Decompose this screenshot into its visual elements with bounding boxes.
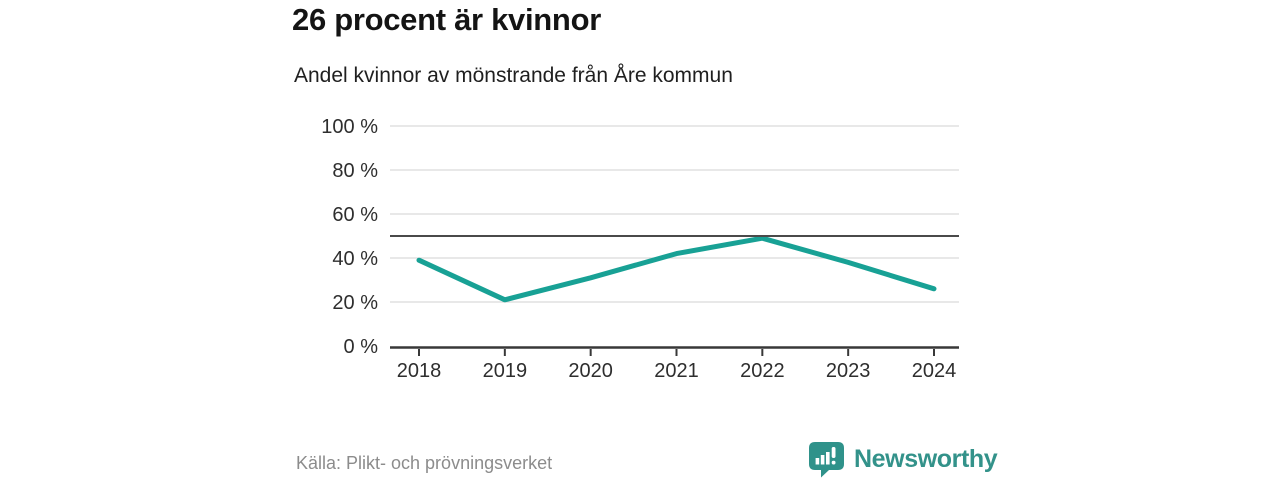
newsworthy-logo: Newsworthy bbox=[808, 441, 998, 478]
source-note: Källa: Plikt- och prövningsverket bbox=[296, 453, 553, 473]
y-axis-tick-label: 0 % bbox=[344, 336, 379, 358]
newsworthy-logo-icon bbox=[809, 442, 844, 478]
y-axis-tick-label: 80 % bbox=[332, 160, 378, 182]
chart-title: 26 procent är kvinnor bbox=[292, 2, 601, 37]
x-axis-tick-label: 2019 bbox=[483, 360, 528, 382]
y-axis-tick-label: 40 % bbox=[332, 248, 378, 270]
x-axis-tick-label: 2021 bbox=[654, 360, 699, 382]
line-chart: 0 % 20 % 40 % 60 % 80 % 100 % 2018 2019 2020 2021… bbox=[321, 116, 959, 382]
x-axis-tick-label: 2024 bbox=[912, 360, 957, 382]
y-axis-tick-label: 100 % bbox=[321, 116, 378, 138]
chart-subtitle: Andel kvinnor av mönstrande från Åre kom… bbox=[294, 64, 733, 87]
x-axis-tick-label: 2018 bbox=[397, 360, 442, 382]
newsworthy-logo-text: Newsworthy bbox=[854, 445, 998, 473]
x-axis-tick-label: 2023 bbox=[826, 360, 871, 382]
y-axis-tick-label: 60 % bbox=[332, 204, 378, 226]
data-line-andel-kvinnor-av-mönstrande bbox=[416, 235, 937, 303]
y-axis-tick-label: 20 % bbox=[332, 292, 378, 314]
x-axis-tick-label: 2022 bbox=[740, 360, 785, 382]
x-axis-tick-label: 2020 bbox=[568, 360, 613, 382]
